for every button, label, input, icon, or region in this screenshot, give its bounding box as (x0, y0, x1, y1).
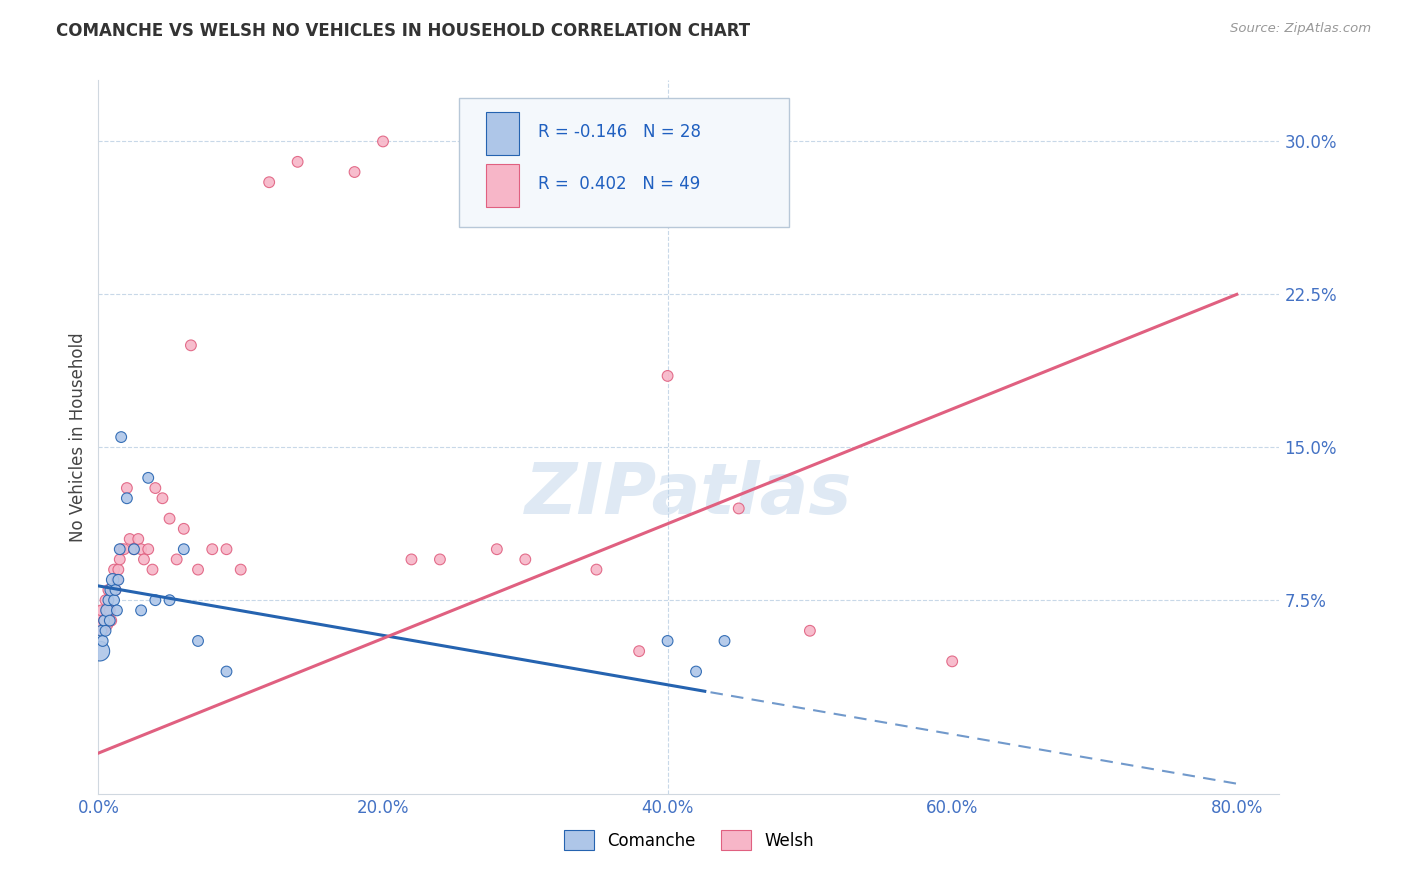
Point (103, 593, 125, 607)
Point (657, 634, 679, 648)
Point (173, 522, 195, 536)
Point (136, 471, 159, 485)
Text: R =  0.402   N = 49: R = 0.402 N = 49 (537, 175, 700, 193)
Text: Source: ZipAtlas.com: Source: ZipAtlas.com (1230, 22, 1371, 36)
Point (108, 552, 131, 566)
Point (108, 542, 131, 557)
Point (104, 582, 127, 597)
Point (343, 165, 366, 179)
Point (143, 593, 166, 607)
Point (110, 430, 132, 444)
Point (91, 624, 114, 638)
Point (799, 624, 821, 638)
Point (229, 563, 252, 577)
Point (100, 614, 122, 628)
Text: COMANCHE VS WELSH NO VEHICLES IN HOUSEHOLD CORRELATION CHART: COMANCHE VS WELSH NO VEHICLES IN HOUSEHO… (56, 22, 751, 40)
Point (89, 614, 111, 628)
FancyBboxPatch shape (486, 112, 519, 155)
Point (110, 542, 132, 557)
Point (136, 542, 159, 557)
Point (727, 501, 749, 516)
Point (107, 573, 129, 587)
Point (187, 634, 209, 648)
Point (941, 654, 963, 668)
Point (215, 542, 238, 557)
Point (90, 624, 112, 638)
Point (98, 614, 121, 628)
Point (115, 491, 138, 506)
Point (89, 644, 111, 658)
Point (166, 552, 188, 566)
Point (152, 491, 174, 506)
Point (98, 603, 121, 617)
Point (115, 481, 138, 495)
FancyBboxPatch shape (486, 164, 519, 207)
Point (93, 614, 115, 628)
Point (129, 603, 152, 617)
Point (104, 582, 127, 597)
FancyBboxPatch shape (458, 98, 789, 227)
Point (93, 614, 115, 628)
Point (159, 593, 181, 607)
Point (132, 552, 155, 566)
Y-axis label: No Vehicles in Household: No Vehicles in Household (69, 332, 87, 542)
Point (90, 603, 112, 617)
Point (94, 624, 117, 638)
Point (159, 511, 181, 525)
Point (173, 542, 195, 557)
Point (100, 582, 122, 597)
Point (96, 603, 118, 617)
Point (143, 481, 166, 495)
Point (91, 634, 114, 648)
Point (141, 563, 163, 577)
Point (107, 563, 129, 577)
Point (187, 563, 209, 577)
Point (371, 135, 394, 149)
Point (94, 593, 117, 607)
Point (585, 563, 607, 577)
Point (257, 175, 280, 189)
Point (101, 582, 124, 597)
Point (101, 573, 124, 587)
Point (129, 542, 152, 557)
Point (628, 644, 651, 658)
Point (215, 665, 238, 679)
Point (180, 338, 202, 352)
Point (685, 665, 707, 679)
Point (96, 603, 118, 617)
Point (97, 582, 120, 597)
Point (122, 542, 145, 557)
Point (657, 368, 679, 383)
Point (713, 634, 735, 648)
Point (401, 552, 423, 566)
Point (97, 593, 120, 607)
Point (122, 542, 145, 557)
Point (105, 573, 128, 587)
Point (112, 542, 135, 557)
Point (127, 532, 149, 546)
Point (515, 552, 537, 566)
Text: R = -0.146   N = 28: R = -0.146 N = 28 (537, 123, 700, 141)
Point (485, 542, 508, 557)
Point (103, 563, 125, 577)
Point (105, 603, 128, 617)
Point (429, 552, 451, 566)
Point (118, 532, 141, 546)
Point (287, 154, 309, 169)
Legend: Comanche, Welsh: Comanche, Welsh (557, 823, 821, 857)
Text: ZIPatlas: ZIPatlas (526, 459, 852, 529)
Point (201, 542, 224, 557)
